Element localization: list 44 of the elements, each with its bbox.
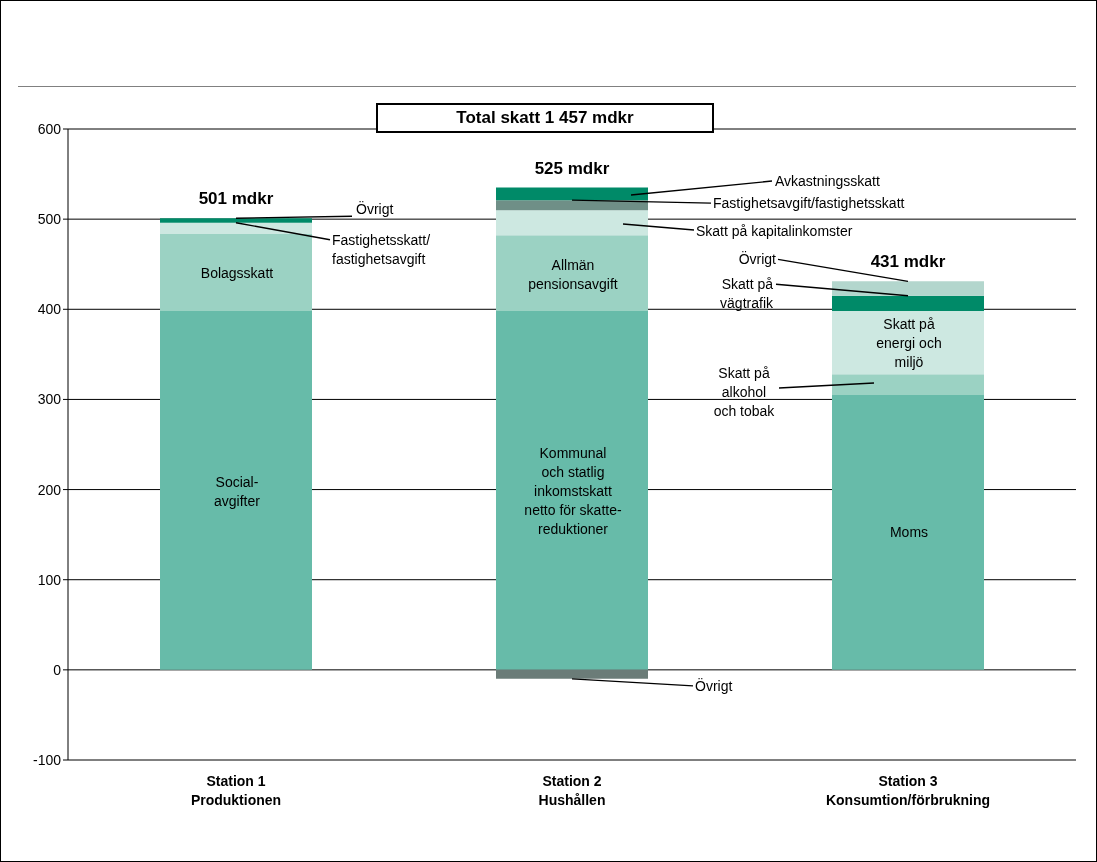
y-tick-label: 300: [37, 391, 62, 408]
y-tick-label: -100: [32, 751, 62, 768]
bar: [160, 233, 312, 312]
annotation: Övrigt: [738, 250, 777, 268]
y-tick-label: 400: [37, 301, 62, 318]
bar: [160, 218, 312, 223]
bar: [160, 222, 312, 234]
total-label: 525 mdkr: [534, 158, 610, 178]
bar: [832, 311, 984, 375]
annotation: Moms: [889, 524, 929, 540]
bar: [496, 311, 648, 670]
bar: [496, 235, 648, 312]
bar: [496, 210, 648, 236]
x-tick-label: Station 1 Produktionen: [190, 773, 282, 808]
annotation: Fastighetsskatt/ fastighetsavgift: [332, 231, 431, 267]
y-tick-label: 600: [37, 120, 62, 137]
annotation: Skatt på vägtrafik: [720, 276, 774, 312]
bar: [832, 374, 984, 395]
x-tick-label: Station 3 Konsumtion/förbrukning: [825, 773, 991, 808]
annotation: Övrigt: [695, 676, 733, 694]
annotation: Bolagsskatt: [200, 265, 274, 281]
bar: [496, 200, 648, 211]
annotation: Övrigt: [356, 200, 394, 218]
annotation: Social- avgifter: [214, 473, 261, 509]
title-box: Total skatt 1 457 mdkr: [376, 103, 714, 133]
annotation: Skatt på kapitalinkomster: [696, 223, 853, 239]
total-label: 431 mdkr: [870, 252, 946, 272]
annotation: Fastighetsavgift/fastighetsskatt: [713, 195, 905, 212]
x-tick-label: Station 2 Hushållen: [538, 773, 606, 808]
bar: [832, 295, 984, 312]
annotation: Skatt på alkohol och tobak: [713, 365, 776, 419]
y-tick-label: 0: [53, 661, 62, 678]
annotation: Skatt på energi och miljö: [876, 316, 942, 370]
annotation: Kommunal och statlig inkomstskatt netto för skatte- reduktioner: [524, 445, 622, 537]
annotation: Allmän pensionsavgift: [528, 256, 618, 292]
y-tick-label: 500: [37, 211, 62, 228]
bar: [832, 394, 984, 670]
y-tick-label: 200: [37, 481, 62, 498]
y-tick-label: 100: [37, 571, 62, 588]
bar: [832, 281, 984, 296]
total-label: 501 mdkr: [198, 189, 274, 209]
bar: [160, 311, 312, 670]
bar: [496, 669, 648, 679]
annotation: Avkastningsskatt: [775, 173, 880, 189]
